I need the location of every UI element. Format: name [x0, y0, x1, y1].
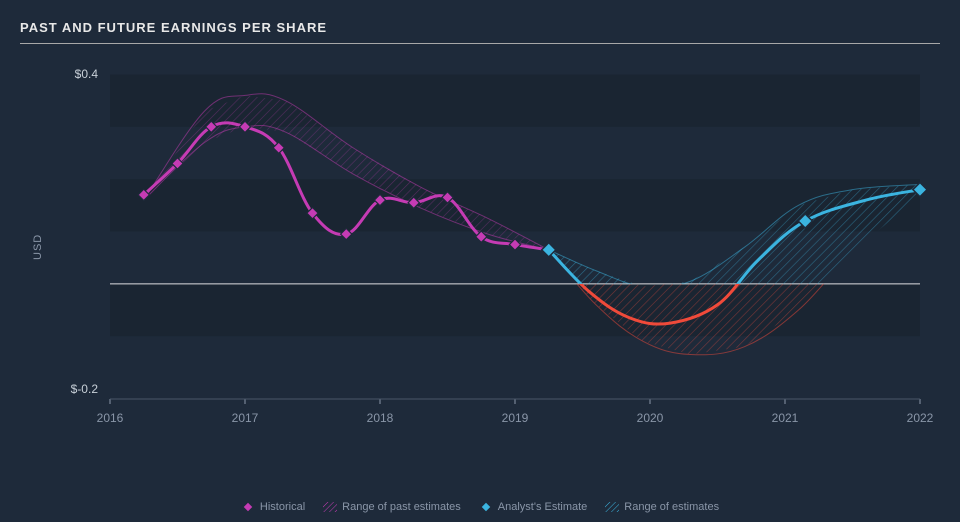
- legend-label: Range of past estimates: [342, 501, 461, 513]
- hatch-icon: [605, 501, 619, 513]
- hatch-icon: [323, 501, 337, 513]
- legend-label: Analyst's Estimate: [498, 501, 588, 513]
- x-tick-label: 2018: [367, 411, 394, 425]
- x-tick-label: 2017: [232, 411, 259, 425]
- legend-item-estimate: Analyst's Estimate: [479, 500, 588, 514]
- legend-label: Range of estimates: [624, 501, 719, 513]
- legend-item-est_range: Range of estimates: [605, 500, 719, 514]
- diamond-icon: [241, 500, 255, 514]
- diamond-icon: [479, 500, 493, 514]
- plot-svg: [20, 54, 940, 454]
- y-tick-label: $-0.2: [38, 382, 98, 396]
- chart-title: PAST AND FUTURE EARNINGS PER SHARE: [20, 20, 940, 35]
- x-tick-label: 2021: [772, 411, 799, 425]
- legend-item-past_range: Range of past estimates: [323, 500, 461, 514]
- x-tick-label: 2019: [502, 411, 529, 425]
- x-tick-label: 2022: [907, 411, 934, 425]
- chart-container: PAST AND FUTURE EARNINGS PER SHARE USD $…: [0, 0, 960, 522]
- x-tick-label: 2016: [97, 411, 124, 425]
- plot-area: USD $0.4$-0.2201620172018201920202021202…: [20, 54, 940, 454]
- y-tick-label: $0.4: [38, 67, 98, 81]
- x-tick-label: 2020: [637, 411, 664, 425]
- legend-item-historical: Historical: [241, 500, 305, 514]
- legend: Historical Range of past estimates Analyst…: [0, 500, 960, 514]
- legend-label: Historical: [260, 501, 305, 513]
- title-underline: [20, 43, 940, 44]
